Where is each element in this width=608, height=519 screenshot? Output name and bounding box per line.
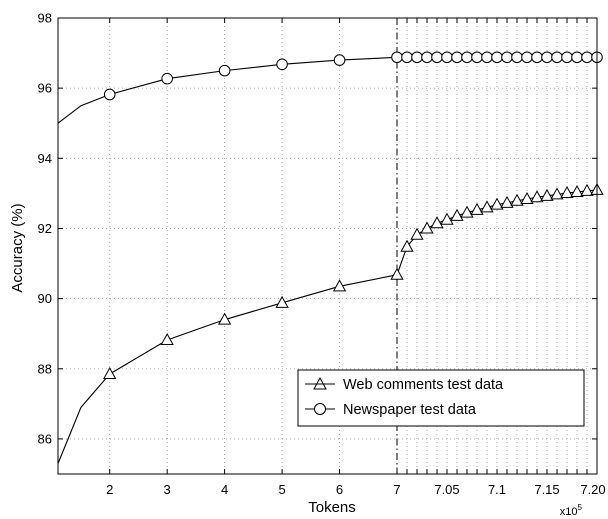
- data-point-newspaper: [461, 51, 473, 64]
- data-point-web: [400, 239, 414, 252]
- legend: Web comments test data Newspaper test da…: [297, 369, 585, 427]
- data-point-web: [570, 184, 584, 197]
- data-point-web: [440, 212, 454, 225]
- data-point-web: [560, 185, 574, 199]
- data-point-newspaper: [551, 51, 563, 64]
- x-tick-label: 2: [106, 482, 113, 497]
- x-multiplier: x105: [560, 503, 583, 518]
- data-point-web: [103, 366, 117, 380]
- data-point-newspaper: [276, 58, 288, 71]
- y-tick-label: 96: [38, 81, 52, 96]
- data-point-web: [480, 200, 494, 213]
- legend-marker-circle: [314, 403, 326, 415]
- data-point-web: [450, 208, 464, 221]
- data-point-newspaper: [333, 54, 346, 66]
- data-point-web: [490, 197, 504, 210]
- data-point-newspaper: [541, 51, 553, 64]
- data-point-newspaper: [451, 51, 463, 64]
- data-point-web: [470, 202, 484, 215]
- data-point-web: [530, 190, 544, 203]
- data-point-web: [410, 227, 424, 240]
- data-point-web: [460, 205, 474, 218]
- x-tick-label: 4: [221, 482, 228, 497]
- data-point-web: [390, 267, 404, 280]
- data-point-newspaper: [481, 51, 493, 64]
- data-point-newspaper: [561, 51, 573, 64]
- data-point-newspaper: [431, 51, 443, 64]
- plot-frame: [57, 17, 598, 475]
- ticks: [58, 17, 598, 474]
- y-tick-label: 88: [38, 361, 52, 376]
- y-tick-label: 94: [38, 151, 52, 166]
- data-point-newspaper: [511, 51, 523, 64]
- x-tick-label: 7.1: [488, 482, 506, 497]
- data-point-web: [540, 188, 554, 201]
- data-point-newspaper: [491, 51, 503, 64]
- x-multiplier-exp: 5: [578, 503, 583, 512]
- data-point-newspaper: [521, 51, 533, 64]
- legend-marker-triangle: [313, 376, 327, 390]
- data-point-web: [217, 312, 232, 325]
- data-point-web: [160, 332, 174, 346]
- legend-label-newspaper: Newspaper test data: [343, 402, 477, 418]
- legend-box: [297, 369, 585, 427]
- data-point-newspaper: [218, 64, 231, 77]
- x-axis-title: Tokens: [308, 499, 356, 516]
- x-tick-label: 7.20: [580, 482, 605, 497]
- y-tick-label: 86: [38, 431, 52, 446]
- data-point-web: [420, 221, 434, 234]
- series-line-newspaper: [57, 56, 597, 124]
- y-tick-label: 90: [38, 291, 52, 306]
- legend-label-web: Web comments test data: [343, 377, 504, 393]
- data-point-web: [520, 191, 534, 204]
- data-point-newspaper: [441, 51, 453, 64]
- x-multiplier-base: x10: [560, 506, 578, 518]
- series-group: [57, 51, 604, 464]
- data-point-newspaper: [471, 51, 483, 64]
- data-point-newspaper: [421, 51, 433, 64]
- data-point-newspaper: [401, 51, 413, 64]
- data-point-newspaper: [581, 51, 593, 64]
- tick-labels: 2 3 4 5 6 7 7.05 7.1 7.15 7.20 86 88 90 92 94 96 98: [38, 11, 606, 498]
- data-point-web: [550, 187, 564, 200]
- x-tick-label: 7: [393, 482, 400, 497]
- series-line-web: [57, 189, 598, 464]
- x-tick-label: 6: [336, 482, 343, 497]
- data-point-web: [580, 183, 594, 196]
- x-tick-label: 5: [278, 482, 285, 497]
- data-point-web: [510, 193, 524, 206]
- data-point-newspaper: [103, 88, 116, 101]
- data-point-web: [500, 195, 514, 208]
- data-point-newspaper: [161, 72, 173, 85]
- y-axis-title: Accuracy (%): [9, 203, 26, 292]
- data-point-newspaper: [391, 51, 403, 64]
- x-tick-label: 3: [164, 482, 171, 497]
- data-point-web: [430, 216, 444, 229]
- data-point-newspaper: [571, 51, 583, 64]
- x-tick-label: 7.15: [534, 482, 559, 497]
- y-tick-label: 98: [38, 11, 52, 26]
- data-point-newspaper: [411, 51, 423, 64]
- y-tick-label: 92: [38, 221, 52, 236]
- data-point-newspaper: [501, 51, 513, 64]
- data-point-web: [332, 279, 347, 292]
- x-tick-label: 7.05: [434, 482, 459, 497]
- data-point-newspaper: [531, 51, 543, 64]
- data-point-web: [275, 295, 289, 308]
